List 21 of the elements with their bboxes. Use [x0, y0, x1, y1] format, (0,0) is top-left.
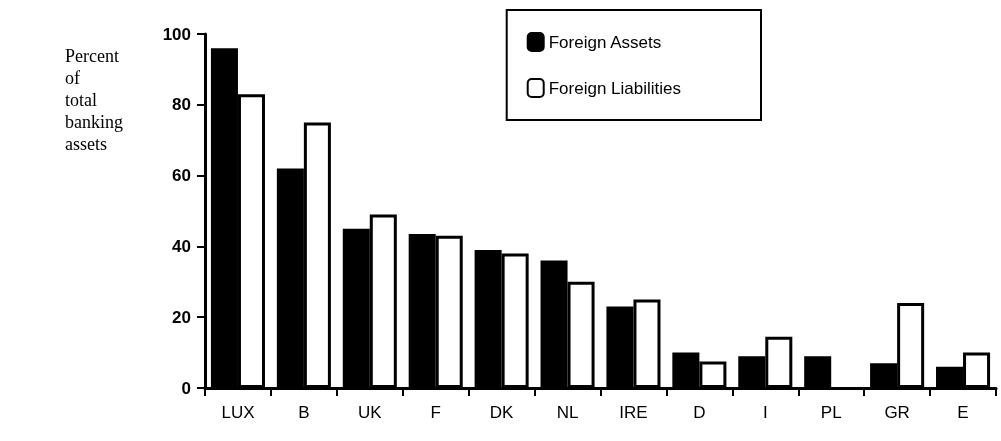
- x-tick-label: E: [957, 403, 969, 422]
- x-tick-label: UK: [357, 403, 383, 422]
- x-tick-label: GR: [884, 403, 910, 422]
- legend-label: Foreign Liabilities: [548, 78, 682, 98]
- x-tick-label: D: [693, 403, 706, 422]
- x-tick-label: PL: [820, 403, 842, 422]
- y-tick-label: 100: [162, 24, 191, 44]
- x-tick-label: F: [430, 403, 441, 422]
- y-axis-title: Percent of total banking assets: [65, 46, 123, 154]
- legend-label: Foreign Assets: [548, 32, 662, 52]
- x-tick-label: B: [298, 403, 310, 422]
- x-tick-label: IRE: [619, 403, 648, 422]
- y-tick-label: 60: [172, 166, 191, 186]
- y-tick-label: 0: [181, 378, 191, 398]
- x-tick-label: I: [762, 403, 768, 422]
- x-tick-label: NL: [556, 403, 579, 422]
- y-tick-label: 40: [172, 236, 191, 256]
- y-tick-label: 80: [172, 95, 191, 115]
- x-tick-label: DK: [489, 403, 515, 422]
- x-tick-label: LUX: [221, 403, 255, 422]
- y-tick-label: 20: [172, 307, 191, 327]
